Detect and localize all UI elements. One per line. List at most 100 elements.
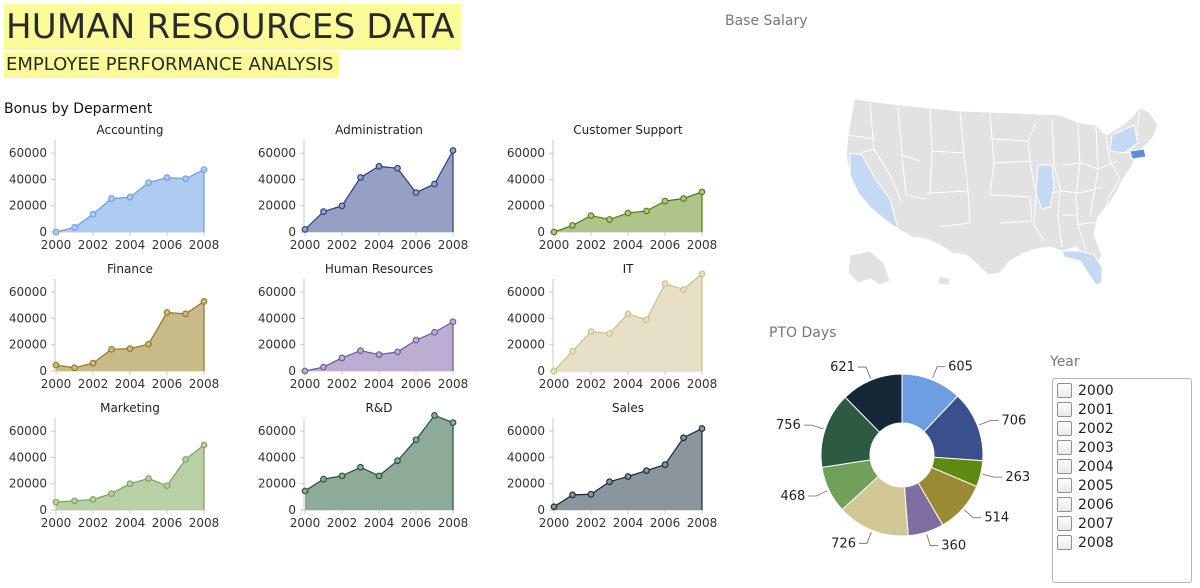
year-option-2003[interactable]: 2003	[1057, 438, 1114, 457]
data-point	[320, 363, 327, 371]
year-checkbox[interactable]	[1057, 497, 1072, 512]
x-tick-label: 2006	[650, 238, 681, 252]
x-tick-label: 2008	[687, 238, 718, 252]
bonus-chart-1: Administration 0 20000 40000 60000 2000 2002 20…	[258, 123, 468, 252]
pie-leader-line	[926, 534, 939, 547]
data-point	[412, 189, 420, 196]
year-checkbox[interactable]	[1057, 402, 1072, 417]
x-tick-label: 2002	[78, 377, 109, 391]
y-tick-label: 40000	[9, 450, 47, 464]
year-checkbox[interactable]	[1057, 383, 1072, 398]
year-checkbox[interactable]	[1057, 516, 1072, 531]
y-tick-label: 0	[39, 503, 47, 517]
bonus-chart-0: Accounting 0 20000 40000 60000 2000 2002 2004 20…	[9, 123, 219, 252]
data-point	[569, 222, 576, 229]
data-point	[338, 472, 346, 480]
chart-title: Finance	[107, 262, 153, 276]
data-point	[71, 364, 78, 372]
base-salary-title: Base Salary	[725, 13, 808, 29]
year-filter-list[interactable]: 2000 2001 2002 2003 2004 2005 2006 2007 2008	[1052, 378, 1192, 583]
data-point	[431, 328, 438, 336]
year-option-2002[interactable]: 2002	[1057, 419, 1114, 438]
data-point	[449, 147, 457, 154]
y-tick-label: 40000	[258, 450, 296, 464]
year-checkbox[interactable]	[1057, 535, 1072, 550]
data-point	[163, 309, 171, 316]
bonus-section-title: Bonus by Deparment	[4, 101, 153, 117]
data-point	[449, 419, 457, 426]
pie-label: 706	[1002, 414, 1027, 429]
data-point	[412, 336, 420, 344]
data-point	[89, 210, 97, 218]
chart-title: Human Resources	[325, 262, 433, 276]
data-point	[431, 412, 438, 419]
series-area	[554, 428, 702, 510]
chart-title: Administration	[335, 123, 423, 137]
x-tick-label: 2008	[438, 377, 469, 391]
pie-leader-line	[982, 473, 1003, 478]
year-option-2004[interactable]: 2004	[1057, 457, 1114, 476]
y-tick-label: 0	[288, 364, 296, 378]
series-area	[56, 301, 204, 371]
x-tick-label: 2006	[152, 238, 183, 252]
chart-title: Sales	[612, 401, 644, 415]
x-tick-label: 2006	[401, 516, 432, 530]
data-point	[606, 478, 613, 486]
data-point	[126, 193, 134, 201]
series-area	[305, 415, 453, 510]
bonus-chart-7: R&D 0 20000 40000 60000 2000 2002 2004 2006 2008	[258, 401, 468, 530]
data-point	[550, 367, 558, 375]
year-checkbox[interactable]	[1057, 440, 1072, 455]
data-point	[624, 310, 632, 318]
year-option-2008[interactable]: 2008	[1057, 533, 1114, 552]
x-tick-label: 2006	[152, 377, 183, 391]
data-point	[680, 286, 687, 293]
year-checkbox[interactable]	[1057, 459, 1072, 474]
y-tick-label: 0	[39, 364, 47, 378]
data-point	[661, 461, 669, 469]
x-tick-label: 2002	[576, 238, 607, 252]
data-point	[606, 330, 613, 337]
y-tick-label: 20000	[9, 338, 47, 352]
y-tick-label: 20000	[507, 338, 545, 352]
us-map[interactable]	[840, 95, 1165, 300]
year-option-2000[interactable]: 2000	[1057, 381, 1114, 400]
x-tick-label: 2002	[327, 238, 358, 252]
x-tick-label: 2004	[613, 377, 644, 391]
x-tick-label: 2008	[687, 516, 718, 530]
year-checkbox[interactable]	[1057, 478, 1072, 493]
x-tick-label: 2008	[189, 516, 220, 530]
y-tick-label: 60000	[258, 285, 296, 299]
data-point	[320, 475, 327, 483]
state-florida	[1061, 250, 1103, 286]
data-point	[71, 497, 78, 505]
year-option-2005[interactable]: 2005	[1057, 476, 1114, 495]
x-tick-label: 2004	[364, 377, 395, 391]
pie-label: 726	[831, 536, 856, 551]
x-tick-label: 2000	[290, 238, 321, 252]
pie-slice	[844, 373, 903, 433]
data-point	[375, 351, 383, 358]
year-option-2001[interactable]: 2001	[1057, 400, 1114, 419]
year-option-2006[interactable]: 2006	[1057, 495, 1114, 514]
pie-leader-line	[857, 366, 871, 379]
y-tick-label: 40000	[9, 172, 47, 186]
x-tick-label: 2006	[152, 516, 183, 530]
data-point	[375, 472, 383, 480]
x-tick-label: 2000	[290, 516, 321, 530]
year-option-label: 2002	[1078, 420, 1114, 437]
x-tick-label: 2002	[327, 377, 358, 391]
y-tick-label: 40000	[507, 172, 545, 186]
y-tick-label: 60000	[9, 424, 47, 438]
year-option-label: 2003	[1078, 439, 1114, 456]
pie-leader-line	[858, 532, 872, 544]
year-option-2007[interactable]: 2007	[1057, 514, 1114, 533]
data-point	[108, 195, 115, 202]
y-tick-label: 60000	[9, 146, 47, 160]
chart-title: R&D	[366, 401, 393, 415]
year-checkbox[interactable]	[1057, 421, 1072, 436]
data-point	[108, 345, 115, 353]
data-point	[145, 340, 152, 348]
pto-donut-chart: 605 706 263 514 360 726 468 756 621	[776, 360, 1030, 554]
